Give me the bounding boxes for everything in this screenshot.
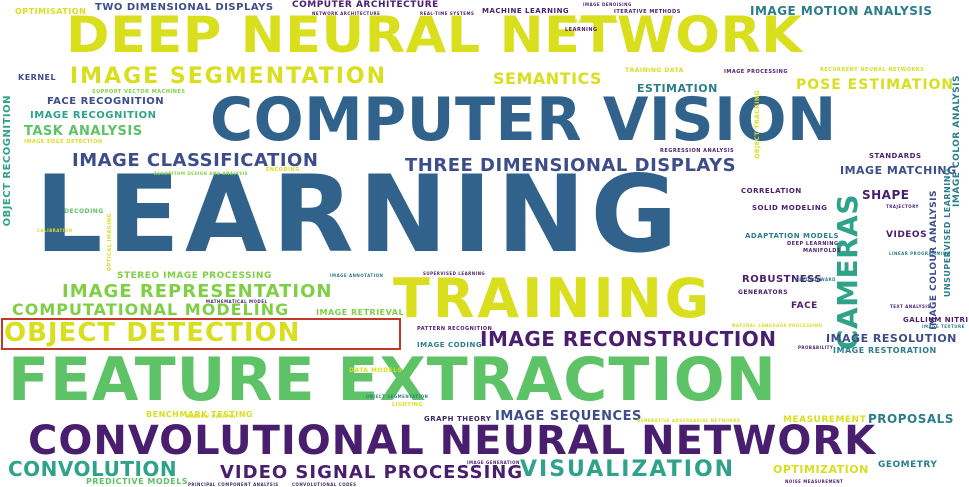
word-convolution: CONVOLUTION — [8, 457, 178, 481]
word-image-reconstruction: IMAGE RECONSTRUCTION — [480, 327, 777, 351]
word-predictive-models: PREDICTIVE MODELS — [86, 477, 189, 486]
word-unsupervised-learning: UNSUPERVISED LEARNING — [943, 168, 952, 298]
word-geometry: GEOMETRY — [878, 460, 938, 470]
word-image-coding: IMAGE CODING — [417, 341, 483, 349]
word-optimization: OPTIMIZATION — [773, 463, 869, 476]
word-recurrent-neural-networks: RECURRENT NEURAL NETWORKS — [820, 67, 925, 73]
word-kernel: KERNEL — [18, 73, 57, 82]
word-deep-learning: DEEP LEARNING — [787, 241, 839, 247]
word-video-signal-processing: VIDEO SIGNAL PROCESSING — [220, 462, 524, 483]
word-computer-vision: COMPUTER VISION — [210, 85, 837, 155]
word-regression-analysis: REGRESSION ANALYSIS — [660, 148, 735, 154]
word-task-analysis: TASK ANALYSIS — [24, 124, 143, 139]
word-visualization: VISUALIZATION — [520, 457, 736, 482]
word-image-processing: IMAGE PROCESSING — [724, 69, 788, 75]
word-lighting: LIGHTING — [392, 402, 423, 408]
word-image-resolution: IMAGE RESOLUTION — [826, 332, 957, 345]
word-solid-modeling: SOLID MODELING — [752, 204, 828, 212]
word-image-colour-analysis: IMAGE COLOUR ANALYSIS — [929, 190, 939, 330]
word-image-segmentation: IMAGE SEGMENTATION — [70, 64, 388, 89]
word-image-restoration: IMAGE RESTORATION — [833, 346, 937, 355]
word-image-texture: IMAGE TEXTURE — [922, 324, 965, 329]
highlight-box — [1, 318, 401, 350]
word-image-color-analysis: IMAGE COLOR ANALYSIS — [952, 75, 962, 207]
word-mathematical-model: MATHEMATICAL MODEL — [206, 299, 268, 304]
word-real-time-systems: REAL-TIME SYSTEMS — [420, 11, 475, 16]
word-streaming-media: STREAMING MEDIA — [568, 19, 619, 24]
word-learning-small: LEARNING — [565, 27, 598, 33]
word-convolutional-codes: CONVOLUTIONAL CODES — [292, 482, 357, 487]
word-algorithm-design-and-analysis: ALGORITHM DESIGN AND ANALYSIS — [154, 171, 249, 176]
word-face-recognition: FACE RECOGNITION — [47, 96, 165, 107]
word-image-classification: IMAGE CLASSIFICATION — [72, 150, 319, 171]
word-image-motion-analysis: IMAGE MOTION ANALYSIS — [750, 4, 933, 18]
word-measurement: MEASUREMENT — [783, 415, 867, 425]
word-deep-neural-network: DEEP NEURAL NETWORK — [66, 6, 803, 64]
word-pose-estimation: POSE ESTIMATION — [796, 77, 955, 93]
word-probability: PROBABILITY — [798, 345, 834, 350]
word-pattern-recognition: PATTERN RECOGNITION — [417, 326, 493, 332]
word-object-detection: OBJECT DETECTION — [4, 318, 301, 348]
word-two-dimensional-displays: TWO DIMENSIONAL DISPLAYS — [95, 2, 274, 13]
word-face: FACE — [791, 301, 818, 311]
word-videos: VIDEOS — [886, 230, 928, 240]
word-image-matching: IMAGE MATCHING — [840, 164, 957, 177]
word-support-vector-machines: SUPPORT VECTOR MACHINES — [92, 89, 186, 95]
word-feature-extraction: FEATURE EXTRACTION — [8, 345, 777, 415]
word-encoding: ENCODING — [266, 167, 300, 173]
word-optical-imaging: OPTICAL IMAGING — [107, 213, 113, 272]
word-decoding: DECODING — [64, 208, 104, 215]
word-network-architecture: NETWORK ARCHITECTURE — [312, 11, 381, 16]
word-linear-programming: LINEAR PROGRAMMING — [889, 251, 951, 256]
word-proposals: PROPOSALS — [868, 412, 954, 426]
word-natural-language-processing: NATURAL LANGUAGE PROCESSING — [732, 323, 823, 328]
word-manifolds: MANIFOLDS — [803, 248, 841, 254]
word-principal-component-analysis: PRINCIPAL COMPONENT ANALYSIS — [188, 482, 279, 487]
word-object-segmentation: OBJECT SEGMENTATION — [366, 394, 429, 399]
word-image-retrieval: IMAGE RETRIEVAL — [316, 308, 405, 317]
word-training-data: TRAINING DATA — [625, 67, 684, 74]
word-generative-adversarial-networks: GENERATIVE ADVERSARIAL NETWORKS — [637, 418, 741, 423]
word-training: TRAINING — [393, 267, 713, 330]
word-robustness: ROBUSTNESS — [742, 274, 823, 285]
word-image-denoising: IMAGE DENOISING — [583, 2, 632, 7]
word-image-annotation: IMAGE ANNOTATION — [330, 273, 384, 278]
word-adaptation-models: ADAPTATION MODELS — [745, 232, 840, 240]
word-image-recognition: IMAGE RECOGNITION — [30, 110, 157, 121]
word-computational-modeling: COMPUTATIONAL MODELING — [12, 300, 290, 319]
word-image-edge-detection: IMAGE EDGE DETECTION — [24, 139, 103, 145]
word-supervised-learning: SUPERVISED LEARNING — [423, 271, 486, 276]
word-computer-architecture: COMPUTER ARCHITECTURE — [292, 0, 439, 10]
word-object-tracking: OBJECT TRACKING — [754, 90, 761, 159]
word-data-models: DATA MODELS — [349, 367, 403, 374]
word-trajectory: TRAJECTORY — [886, 204, 919, 209]
word-image-representation: IMAGE REPRESENTATION — [62, 281, 333, 302]
word-shape: SHAPE — [862, 188, 910, 202]
word-correlation: CORRELATION — [741, 187, 802, 195]
word-three-dimensional-displays: THREE DIMENSIONAL DISPLAYS — [405, 155, 737, 176]
word-text-analysis: TEXT ANALYSIS — [890, 304, 931, 309]
word-feedforward: FEEDFORWARD — [796, 277, 836, 282]
word-noise-measurement: NOISE MEASUREMENT — [785, 479, 844, 484]
word-image-generation: IMAGE GENERATION — [467, 460, 520, 465]
word-calibration: CALIBRATION — [37, 228, 73, 233]
word-benchmark-testing: BENCHMARK TESTING — [146, 410, 253, 419]
word-estimation: ESTIMATION — [637, 82, 718, 95]
word-image-sequences: IMAGE SEQUENCES — [495, 409, 642, 424]
word-cameras: CAMERAS — [831, 194, 864, 351]
word-shadow-mapping: SHADOW MAPPING — [186, 414, 236, 419]
word-graph-theory: GRAPH THEORY — [424, 415, 492, 423]
word-standards: STANDARDS — [869, 152, 922, 160]
word-learning: LEARNING — [35, 153, 683, 276]
word-object-recognition: OBJECT RECOGNITION — [2, 95, 13, 227]
word-stereo-image-processing: STEREO IMAGE PROCESSING — [117, 271, 272, 281]
word-iterative-methods: ITERATIVE METHODS — [614, 9, 681, 15]
word-generators: GENERATORS — [738, 289, 789, 296]
word-semantics: SEMANTICS — [493, 69, 603, 88]
word-machine-learning: MACHINE LEARNING — [482, 7, 570, 15]
word-optimisation: OPTIMISATION — [15, 7, 87, 16]
word-gallium-nitride: GALLIUM NITRIDE — [903, 316, 969, 324]
word-convolutional-neural-network: CONVOLUTIONAL NEURAL NETWORK — [28, 418, 877, 464]
